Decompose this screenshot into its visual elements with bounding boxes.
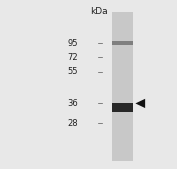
Text: kDa: kDa (90, 7, 108, 16)
Text: 72: 72 (67, 53, 78, 62)
Text: 95: 95 (67, 39, 78, 48)
Bar (112, 103, 133, 112)
Text: 28: 28 (67, 119, 78, 128)
Bar (112, 41, 133, 45)
Text: 36: 36 (67, 99, 78, 108)
Text: 55: 55 (67, 67, 78, 76)
Bar (112, 12, 133, 161)
Polygon shape (135, 99, 145, 108)
